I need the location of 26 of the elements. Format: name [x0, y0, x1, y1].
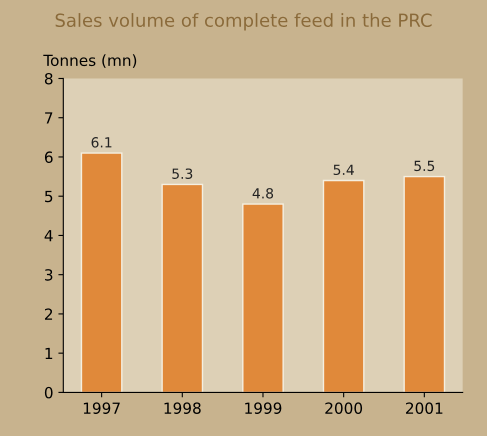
y-tick-label: 6: [44, 151, 53, 163]
y-tick-label: 5: [45, 190, 52, 202]
y-tick-label: 2: [44, 308, 52, 320]
y-tick-label: 0: [44, 386, 53, 398]
data-label: 5.3: [172, 168, 192, 179]
x-tick-label: 2000: [325, 402, 362, 414]
y-tick-label: 1: [46, 348, 52, 359]
x-tick-label: 1999: [245, 402, 282, 414]
y-tick-label: 3: [45, 269, 52, 281]
y-tick-label: 8: [44, 72, 53, 84]
x-tick-label: 2001: [406, 402, 442, 414]
data-label: 6.1: [92, 137, 112, 148]
bar: [80, 152, 122, 392]
data-label: 5.4: [334, 164, 354, 176]
data-label: 5.5: [414, 160, 434, 172]
bar: [242, 203, 284, 392]
y-axis-title: Tonnes (mn): [43, 54, 136, 68]
bar: [322, 180, 365, 392]
chart-title: Sales volume of complete feed in the PRC: [56, 13, 432, 31]
x-tick-label: 1998: [164, 402, 201, 414]
bar: [161, 184, 204, 392]
bar: [403, 176, 446, 392]
y-tick-label: 7: [45, 112, 52, 124]
x-tick-label: 1997: [84, 402, 120, 414]
data-label: 4.8: [252, 188, 274, 199]
y-tick-label: 4: [44, 230, 53, 242]
